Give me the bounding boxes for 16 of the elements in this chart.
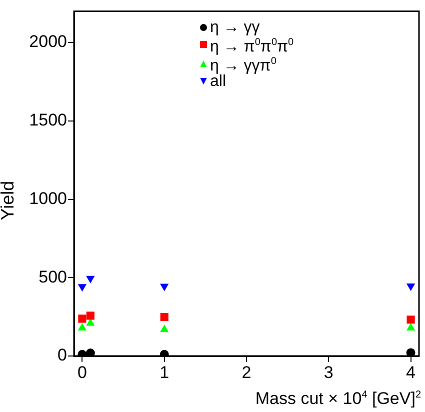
x-tick-label: 4 [406, 362, 416, 382]
y-tick-label: 2000 [29, 32, 67, 52]
x-tick-label: 1 [160, 362, 170, 382]
x-tick-label: 0 [77, 362, 87, 382]
y-tick-label: 500 [38, 267, 67, 286]
legend-label: η → γγ [210, 19, 260, 36]
y-axis-title: Yield [0, 180, 18, 222]
x-tick-label: 2 [242, 362, 252, 382]
x-axis-title: Mass cut × 10$^{4}$ [GeV]$^{2}$ [255, 389, 421, 409]
legend-label: η → γγπ$^{0}$ [210, 55, 276, 75]
y-tick-label: 0 [58, 346, 67, 365]
y-tick-label: 1000 [29, 188, 67, 208]
y-tick-label: 1500 [29, 110, 67, 130]
legend-label: η → π$^{0}$π$^{0}$π$^{0}$ [210, 36, 294, 56]
x-tick-label: 3 [324, 362, 334, 382]
legend-label: all [210, 72, 226, 90]
